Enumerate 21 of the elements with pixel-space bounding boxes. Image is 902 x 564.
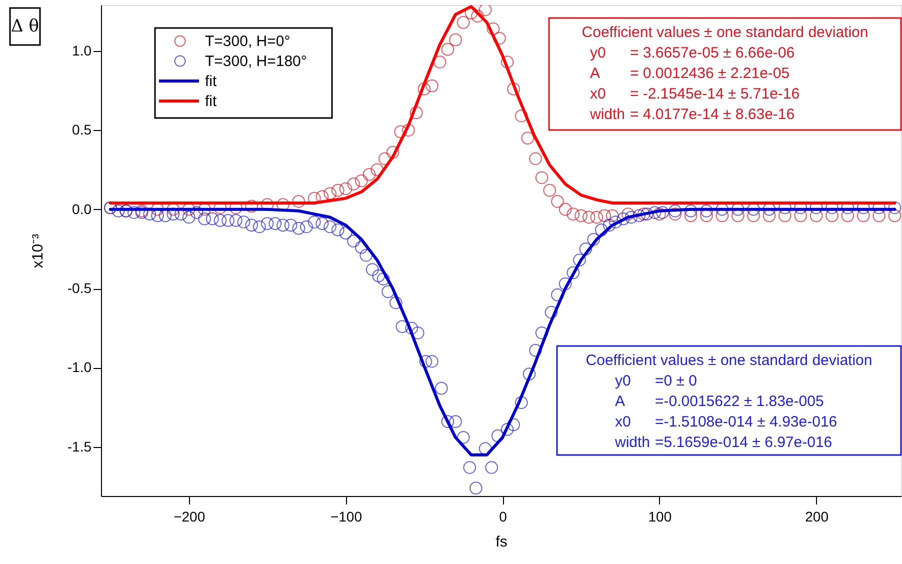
y-tick-label: -1.0 xyxy=(67,359,92,376)
legend-label: fit xyxy=(205,73,218,90)
y-tick-label: 0.0 xyxy=(72,200,92,217)
x-tick-label: 0 xyxy=(499,508,508,524)
text: Coefficient values ± one standard deviation y0 =0 ± 0 A =-0.0015622 ± 1.83e-005 x0 =-1.5108e-014 ± 4.93e-016 width =5.1659e-014 ± 6.97e-016 xyxy=(586,352,872,451)
y-tick-label: 1.0 xyxy=(72,42,92,58)
legend-label: T=300, H=180° xyxy=(205,53,307,70)
text: Δ θ xyxy=(11,16,39,36)
y-axis-title: x10⁻³ xyxy=(29,234,46,268)
y-tick-label: 0.5 xyxy=(72,122,92,138)
x-tick-label: −100 xyxy=(330,508,362,524)
x-tick-label: 200 xyxy=(805,508,829,524)
y-tick-label: -1.5 xyxy=(67,438,92,454)
legend-label: fit xyxy=(205,93,218,110)
y-tick-label: -0.5 xyxy=(67,280,92,296)
x-tick-label: −200 xyxy=(174,508,206,524)
line-series xyxy=(108,208,896,456)
x-tick-label: 100 xyxy=(648,508,672,524)
legend-label: T=300, H=0° xyxy=(205,33,290,50)
x-axis-title: fs xyxy=(496,534,508,550)
text: Coefficient values ± one standard deviation y0 = 3.6657e-05 ± 6.66e-06 A = 0.0012436 ± 2.21e-05 x0 = -2.1545e-14 ± 5.71e-16 width = 4.0177e-14 ± 8.63e-16 xyxy=(582,24,868,123)
